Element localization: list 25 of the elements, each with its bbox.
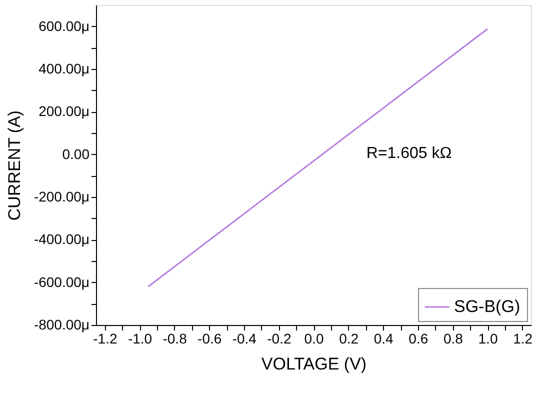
- y-tick-label: -400.00μ: [34, 231, 90, 248]
- y-tick-label: 200.00μ: [38, 103, 90, 120]
- x-tick-label: -1.2: [93, 330, 118, 346]
- x-tick-label: -1.0: [128, 330, 152, 346]
- y-tick-label: 400.00μ: [38, 60, 90, 76]
- x-tick-label: 1.0: [478, 330, 498, 346]
- x-tick-label: -0.8: [162, 330, 188, 346]
- x-tick-label: 0.2: [339, 330, 359, 346]
- x-axis-title: VOLTAGE (V): [261, 354, 367, 374]
- legend-label: SG-B(G): [454, 297, 520, 316]
- y-tick-label: 0.00: [62, 146, 90, 162]
- x-tick-label: 1.2: [513, 330, 533, 346]
- x-tick-label: -0.6: [198, 330, 222, 346]
- x-tick-label: -0.4: [232, 330, 257, 346]
- annotation: R=1.605 kΩ: [366, 145, 452, 162]
- y-tick-label: 600.00μ: [38, 18, 90, 34]
- y-tick-label: -200.00μ: [34, 188, 90, 204]
- x-tick-label: 0.0: [304, 330, 324, 346]
- x-tick-label: 0.4: [374, 330, 394, 346]
- x-tick-label: -0.2: [267, 330, 292, 346]
- y-tick-label: -800.00μ: [34, 316, 90, 332]
- x-tick-label: 0.6: [408, 330, 428, 346]
- y-axis-title: CURRENT (A): [4, 110, 24, 221]
- y-tick-label: -600.00μ: [34, 274, 90, 290]
- x-tick-label: 0.8: [443, 330, 464, 346]
